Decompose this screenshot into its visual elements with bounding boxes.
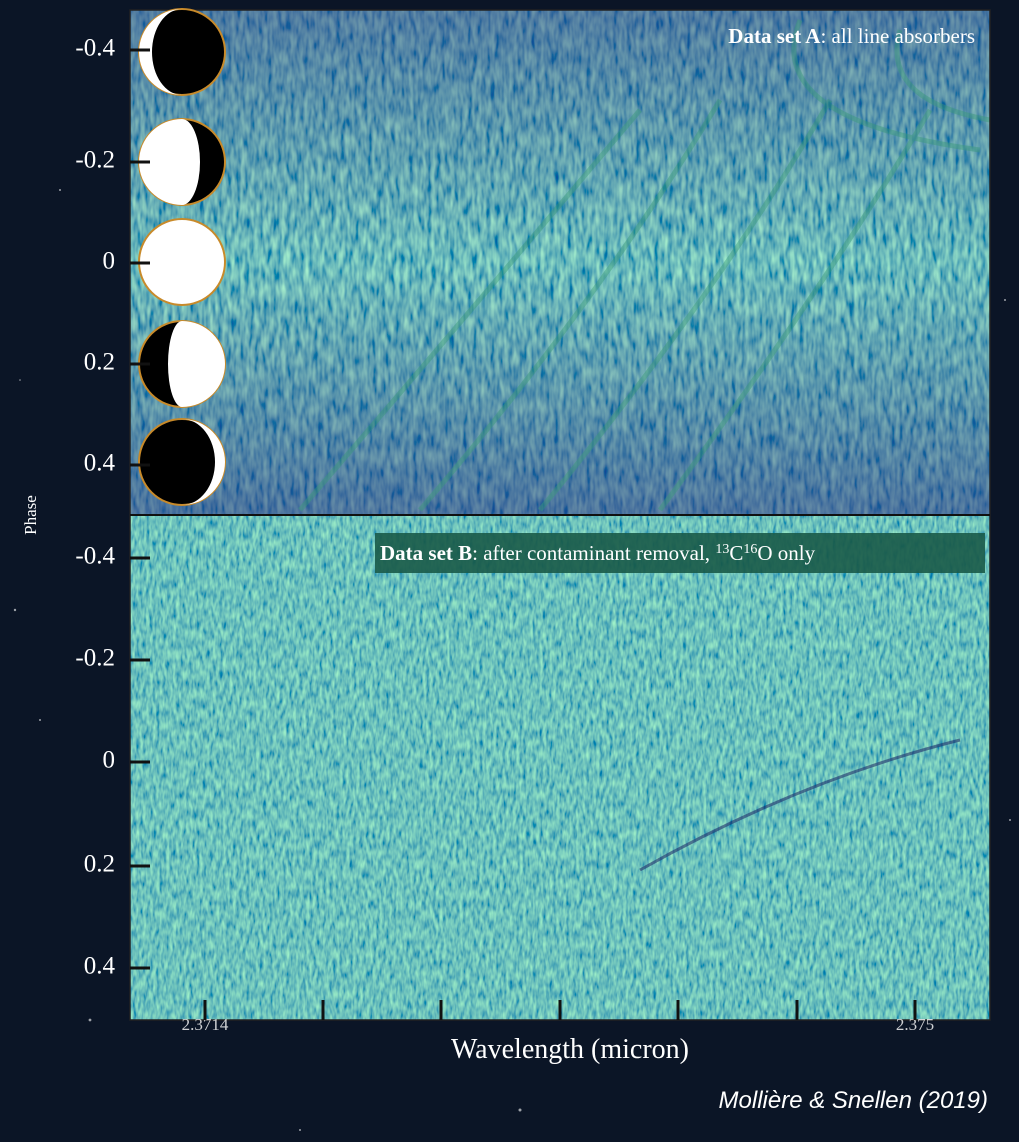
y-tick-label: 0.2 bbox=[84, 349, 115, 376]
y-tick-label: 0.2 bbox=[84, 851, 115, 878]
moons bbox=[138, 8, 226, 506]
shade bbox=[130, 10, 990, 515]
y-tick-label: 0.4 bbox=[84, 953, 116, 980]
trails bbox=[298, 19, 991, 512]
title-text: O only bbox=[757, 541, 815, 565]
y-tick-label: -0.4 bbox=[75, 35, 115, 62]
y-tick-label: -0.2 bbox=[75, 147, 115, 174]
title-text: C bbox=[729, 541, 743, 565]
x-tick-label: 2.3714 bbox=[182, 1015, 229, 1034]
y-tick-label: 0.4 bbox=[84, 450, 116, 477]
panel-title: Data set A: all line absorbers bbox=[728, 24, 975, 48]
x-axis-label: Wavelength (micron) bbox=[451, 1034, 689, 1065]
y-tick-label: 0 bbox=[103, 248, 116, 275]
y-tick-label: -0.4 bbox=[75, 543, 115, 570]
trail bbox=[639, 738, 961, 872]
title-text: : all line absorbers bbox=[820, 24, 975, 48]
title-bold: Data set A bbox=[728, 24, 821, 48]
heatmap-b bbox=[130, 515, 990, 1020]
label-box bbox=[375, 533, 985, 573]
y-tick-label: -0.2 bbox=[75, 645, 115, 672]
title-bold: Data set B bbox=[380, 541, 472, 565]
title-text: : after contaminant removal, bbox=[472, 541, 715, 565]
panel-title: Data set B: after contaminant removal, 1… bbox=[380, 541, 816, 565]
superscript: 13 bbox=[715, 542, 729, 557]
stars bbox=[13, 189, 1011, 1131]
y-tick-label: 0 bbox=[103, 747, 116, 774]
superscript: 16 bbox=[743, 542, 757, 557]
x-tick-label: 2.375 bbox=[896, 1015, 934, 1034]
y-axis-label: Phase bbox=[21, 495, 40, 535]
credit: Mollière & Snellen (2019) bbox=[719, 1087, 988, 1114]
